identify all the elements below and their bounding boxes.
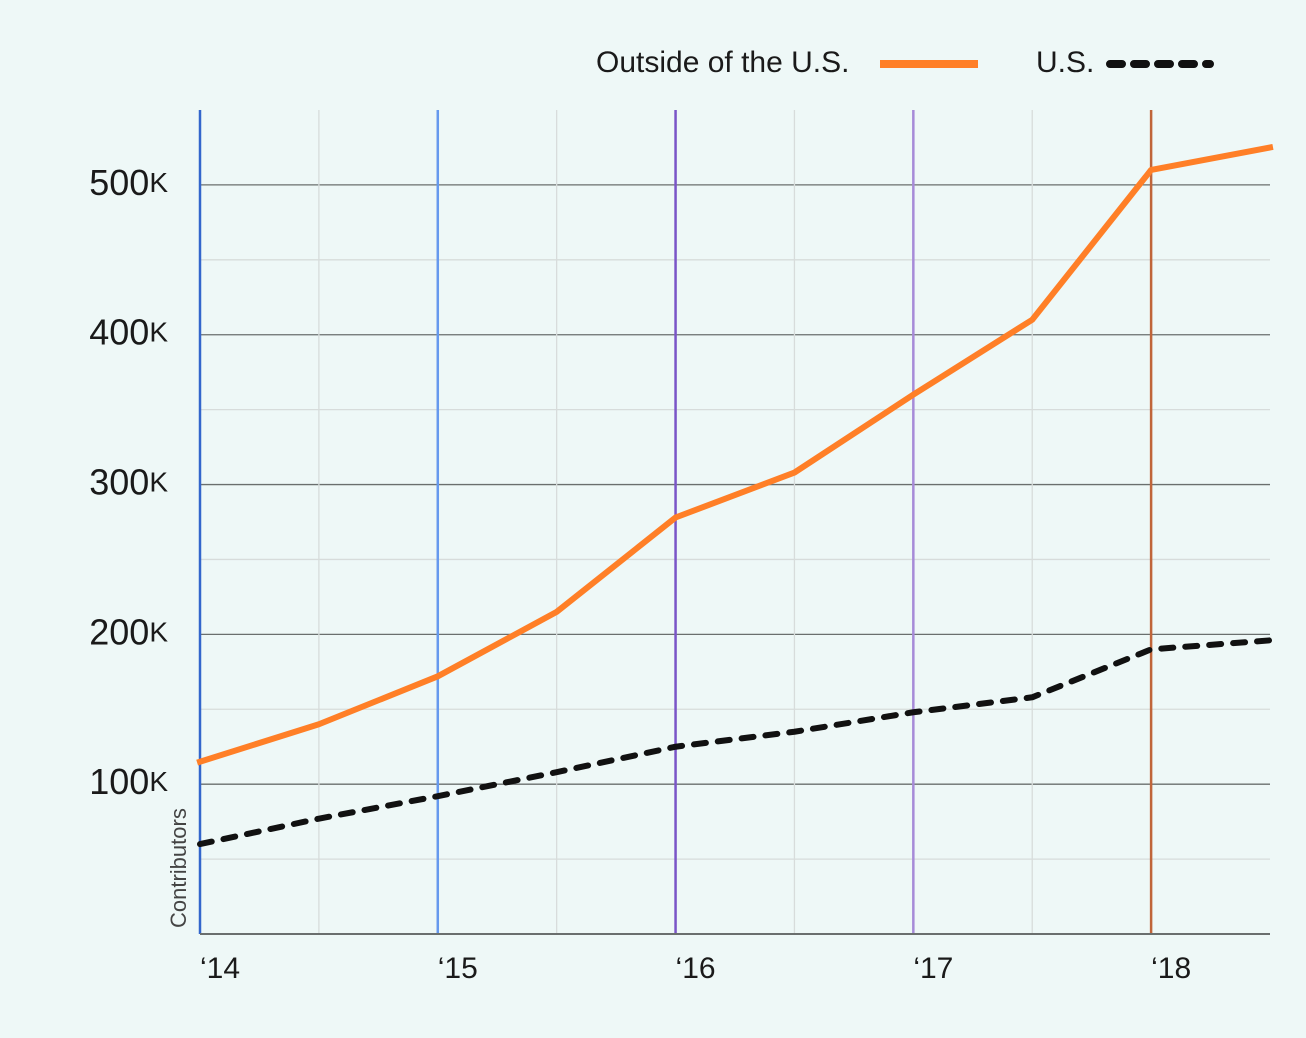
y-tick-label: 400K [89,311,168,352]
y-axis-label: Contributors [166,808,191,928]
x-tick-label: ‘17 [913,952,953,985]
x-tick-label: ‘14 [200,952,240,985]
legend-label: U.S. [1036,46,1094,79]
x-tick-label: ‘16 [676,952,716,985]
y-tick-label: 300K [89,461,168,502]
x-tick-label: ‘15 [438,952,478,985]
legend-label: Outside of the U.S. [596,46,849,79]
x-tick-label: ‘18 [1151,952,1191,985]
chart-background [0,0,1306,1038]
y-tick-label: 200K [89,611,168,652]
y-tick-label: 100K [89,761,168,802]
y-tick-label: 500K [89,161,168,202]
contributors-line-chart: 100K 200K 300K 400K 500K ‘14 ‘15 ‘16 ‘17 ‘18 Contr… [0,0,1306,1038]
